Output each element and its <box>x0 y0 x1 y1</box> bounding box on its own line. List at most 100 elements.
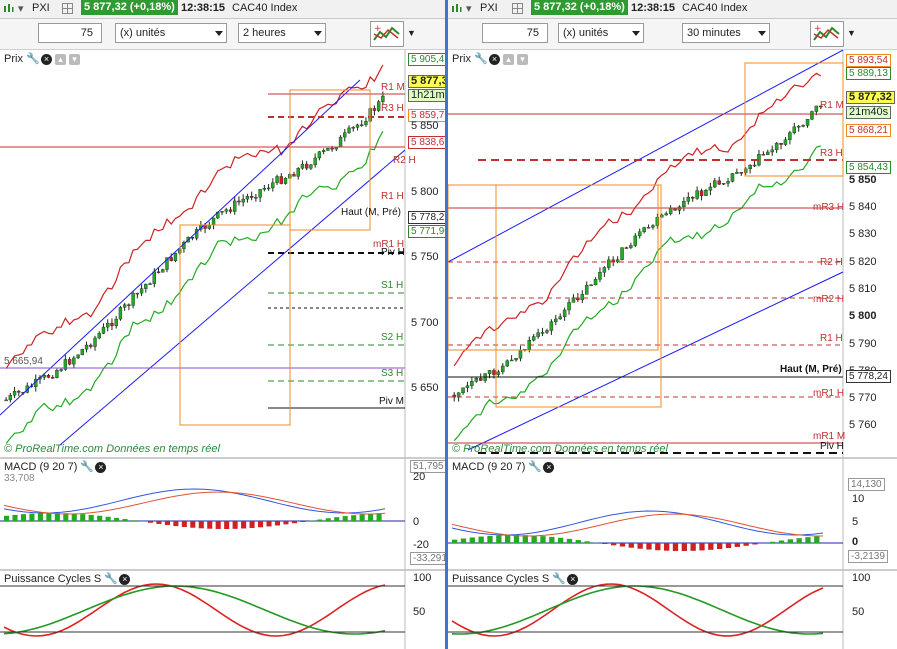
period-select[interactable]: 2 heures <box>238 23 326 43</box>
candle <box>602 267 607 273</box>
right-chart-canvas[interactable] <box>448 50 897 649</box>
close-icon[interactable]: × <box>95 461 107 473</box>
left-toolbar: 75 (x) unités 2 heures + ▼ <box>0 19 445 50</box>
instrument-label: CAC40 Index <box>682 2 748 14</box>
candle <box>330 147 334 150</box>
units-select[interactable]: (x) unités <box>558 23 644 43</box>
chevron-down-icon <box>314 31 322 36</box>
macd-histogram-bar <box>717 543 723 550</box>
units-select[interactable]: (x) unités <box>115 23 227 43</box>
close-icon[interactable]: × <box>488 53 500 65</box>
candle <box>805 119 810 126</box>
wrench-icon[interactable]: 🔧 <box>80 460 95 473</box>
macd-histogram-bar <box>566 538 573 543</box>
candle <box>67 359 72 365</box>
wrench-icon[interactable]: 🔧 <box>473 52 488 65</box>
macd-panel-header: MACD (9 20 7) 🔧 × <box>452 460 555 473</box>
left-price-label: 5 665,94 <box>4 356 43 367</box>
level-label: R2 H <box>820 257 843 268</box>
candle <box>89 344 93 347</box>
candle <box>461 387 465 394</box>
close-icon[interactable]: × <box>40 53 52 65</box>
right-chart-window: ▾ PXI 5 877,32 (+0,18%) 12:38:15 CAC40 I… <box>448 0 897 649</box>
macd-histogram-bar <box>549 536 555 543</box>
macd-histogram-bar <box>725 543 732 549</box>
period-select[interactable]: 30 minutes <box>682 23 770 43</box>
credit-text: © ProRealTime.com Données en temps réel <box>4 443 220 455</box>
expand-icon[interactable]: ▾ <box>516 53 528 65</box>
wrench-icon[interactable]: 🔧 <box>552 572 566 585</box>
macd-histogram-bar <box>628 543 634 548</box>
macd-line <box>451 510 824 536</box>
units-input[interactable]: 75 <box>38 23 102 43</box>
candle <box>598 272 602 280</box>
candle <box>545 330 549 333</box>
macd-histogram-bar <box>198 521 204 529</box>
symbol-label[interactable]: PXI <box>32 2 50 14</box>
close-icon[interactable]: × <box>567 573 579 585</box>
macd-histogram-bar <box>637 543 643 549</box>
symbol-label[interactable]: PXI <box>480 2 498 14</box>
chevron-down-icon[interactable]: ▼ <box>847 28 856 38</box>
macd-histogram-bar <box>300 521 306 522</box>
candle <box>237 200 241 203</box>
candle <box>76 354 80 359</box>
candle <box>668 207 673 214</box>
chevron-down-icon <box>758 31 766 36</box>
macd-histogram-bar <box>575 540 581 543</box>
move-up-icon[interactable]: ▴ <box>54 53 66 65</box>
candle <box>730 173 735 182</box>
right-chart-area[interactable]: Prix 🔧 × ▴ ▾ 5 893,54 5 889,13 5 877,32 21m4… <box>448 50 897 649</box>
wrench-icon[interactable]: 🔧 <box>25 52 40 65</box>
candle <box>554 318 558 322</box>
indicators-button[interactable]: + <box>810 21 844 47</box>
wrench-icon[interactable]: 🔧 <box>528 460 543 473</box>
candle <box>245 196 250 200</box>
macd-histogram-bar <box>88 514 94 521</box>
grid-icon[interactable] <box>512 3 523 14</box>
countdown-tag: 1h21m <box>408 89 445 102</box>
price-tag-t3: 5 868,21 <box>846 124 891 137</box>
candle <box>783 139 788 145</box>
candle <box>584 284 589 295</box>
indicators-button[interactable]: + <box>370 21 404 47</box>
candle <box>713 180 717 188</box>
candle <box>161 269 165 273</box>
candle <box>283 177 288 184</box>
macd-axis-label: 5 <box>852 516 859 528</box>
units-input[interactable]: 75 <box>482 23 548 43</box>
chevron-down-icon[interactable]: ▼ <box>407 28 416 38</box>
candle <box>55 370 59 378</box>
candle <box>46 375 51 378</box>
left-chart-area[interactable]: Prix🔧×▴▾ 5 905,4 5 877,3 1h21m 5 859,76 … <box>0 50 445 649</box>
price-tag-low: 5 771,90 <box>408 225 445 238</box>
price-tag-s: 5 778,2 <box>408 211 445 224</box>
expand-icon[interactable]: ▾ <box>68 53 80 65</box>
price-change-badge: 5 877,32 (+0,18%) <box>81 0 178 15</box>
chevron-down-icon[interactable]: ▾ <box>466 3 472 15</box>
candle <box>224 209 228 212</box>
candle <box>562 309 567 317</box>
chevron-down-icon[interactable]: ▾ <box>18 3 24 15</box>
wrench-icon[interactable]: 🔧 <box>104 572 118 585</box>
chart-type-icon[interactable] <box>3 3 14 14</box>
macd-histogram-bar <box>63 513 69 521</box>
close-icon[interactable]: × <box>119 573 131 585</box>
macd-axis-label: 0 <box>852 536 859 548</box>
price-panel-header: Prix 🔧 × ▴ ▾ <box>452 53 528 65</box>
candle <box>580 294 585 301</box>
macd-histogram-bar <box>173 521 179 527</box>
candle <box>292 174 296 177</box>
left-chart-canvas[interactable] <box>0 50 445 649</box>
move-up-icon[interactable]: ▴ <box>502 53 514 65</box>
close-icon[interactable]: × <box>543 461 555 473</box>
grid-icon[interactable] <box>62 3 73 14</box>
cycles-axis-label: 50 <box>413 606 426 618</box>
price-axis-label: 5 850 <box>849 174 877 186</box>
price-tag-haut: 5 778,24 <box>846 370 891 383</box>
chart-type-icon[interactable] <box>451 3 462 14</box>
pane-splitter[interactable] <box>445 0 448 649</box>
macd-histogram-bar <box>368 513 374 521</box>
candle <box>708 186 713 191</box>
cycles-axis-label: 100 <box>413 572 432 584</box>
